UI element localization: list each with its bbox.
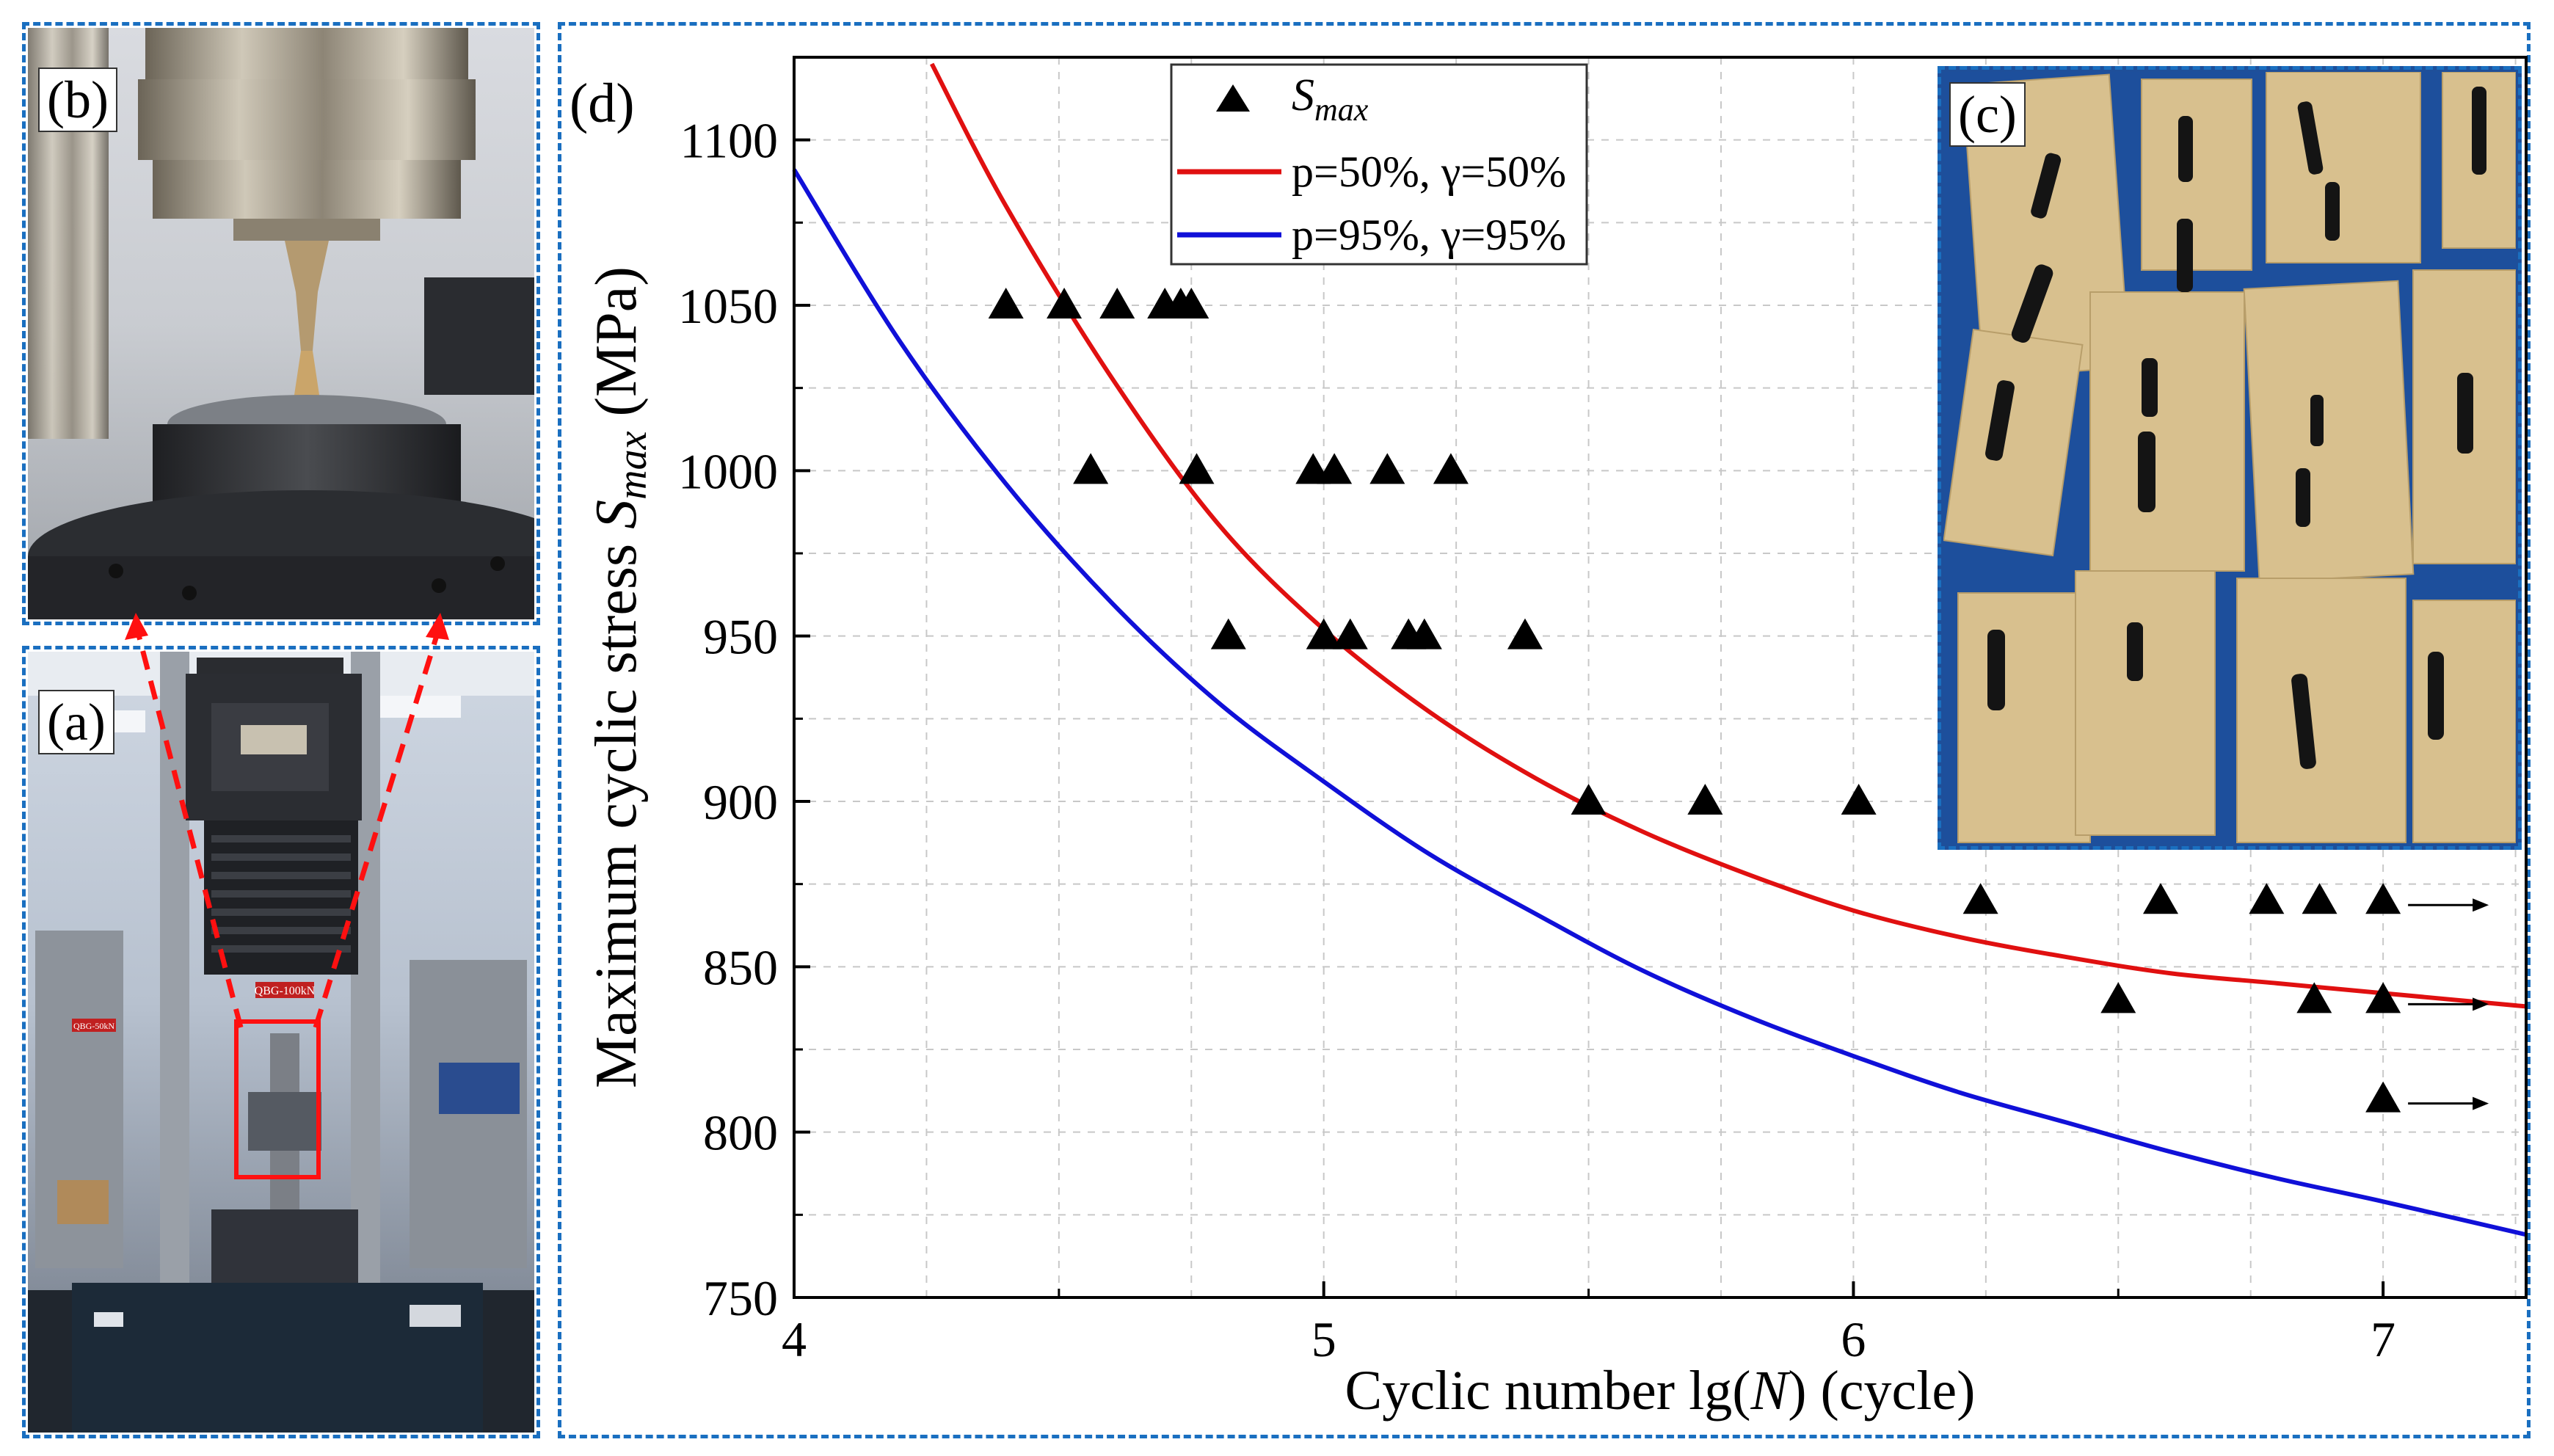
data-point-smax [1962,883,1998,914]
data-point-smax [2143,883,2179,914]
x-tick-label: 7 [2371,1311,2395,1367]
fixture-closeup-drawing [28,28,534,619]
data-point-smax [2249,883,2285,914]
zoom-arrow-right [426,613,449,640]
y-tick-label: 1050 [678,278,778,334]
zoom-line-left [133,623,244,1028]
data-point-smax [1073,453,1109,484]
median-curve-p50 [929,62,2527,1009]
data-point-smax [2296,982,2332,1013]
testing-machine-drawing: QBG-100kN QBG-50kN [28,652,534,1433]
panel-a-frame [22,646,540,1438]
legend-median-label: p=50%, γ=50% [1292,148,1566,196]
data-point-smax [1317,453,1353,484]
data-point-smax [1369,453,1405,484]
data-point-smax [1179,453,1215,484]
panel-b-frame [22,22,540,625]
data-point-smax [1047,288,1083,318]
specimen-drawing [1943,72,2516,844]
panel-d-frame [558,22,2531,1438]
y-tick-label: 1000 [678,443,778,499]
legend-marker-symbol [1216,84,1250,112]
runout-arrow-head [2473,898,2489,912]
specimens [1985,87,2486,769]
y-tick-label: 750 [703,1270,778,1326]
data-point-smax [1687,784,1723,815]
x-tick-label: 6 [1841,1311,1866,1367]
runout-arrow-head [2473,997,2489,1011]
data-point-smax [1306,618,1342,649]
plot-frame [793,56,2528,1299]
y-tick-label: 800 [703,1105,778,1161]
data-point-smax [2365,1081,2401,1113]
testing-machine-photo: QBG-100kN QBG-50kN [28,652,534,1433]
data-point-smax [1174,288,1209,318]
data-point-smax [2100,982,2136,1013]
panel-a-label: (a) [38,690,114,754]
zoom-line-right [313,622,443,1029]
data-point-smax [1099,288,1135,318]
data-point-smax [1210,618,1246,649]
data-point-smax [1571,784,1607,815]
machine-badge: QBG-100kN [255,985,316,997]
background-machine-badge: QBG-50kN [73,1021,114,1031]
y-axis-label: Maximum cyclic stress Smax (MPa) [584,266,655,1088]
chart-legend: Smax p=50%, γ=50% p=95%, γ=95% [1170,63,1588,266]
y-tick-label: 1100 [680,113,778,169]
legend-lower-label: p=95%, γ=95% [1292,211,1566,259]
panel-b-label: (b) [38,68,117,132]
data-point-smax [1332,618,1368,649]
data-point-smax [2365,883,2401,914]
data-point-smax [2302,883,2337,914]
specimen-photo [1943,72,2516,844]
data-point-smax [2365,982,2401,1013]
x-tick-label: 5 [1311,1311,1336,1367]
x-axis-label: Cyclic number lg(N) (cycle) [1345,1360,1976,1422]
y-tick-label: 950 [703,609,778,665]
chart-ticks: 4 5 6 7 750 800 850 900 950 1000 1050 1100 [678,113,2395,1367]
data-point-smax [988,288,1024,318]
legend-marker-label: Smax [1292,70,1369,128]
data-point-smax [1433,453,1469,484]
panel-c-label: (c) [1949,82,2026,147]
data-point-smax [1841,784,1877,815]
chart-curves [792,62,2527,1237]
data-point-smax [1507,618,1543,649]
y-tick-label: 850 [703,939,778,995]
zoom-arrow-left [125,613,148,640]
chart-points [988,288,2489,1113]
zoom-highlight-box [234,1019,321,1179]
x-tick-label: 4 [782,1311,807,1367]
fixture-closeup-photo [28,28,534,619]
lower-curve-p95 [792,168,2527,1237]
data-point-smax [1406,618,1442,649]
runout-arrow-head [2473,1096,2489,1110]
y-tick-label: 900 [703,774,778,830]
panel-d-label: (d) [570,73,635,134]
